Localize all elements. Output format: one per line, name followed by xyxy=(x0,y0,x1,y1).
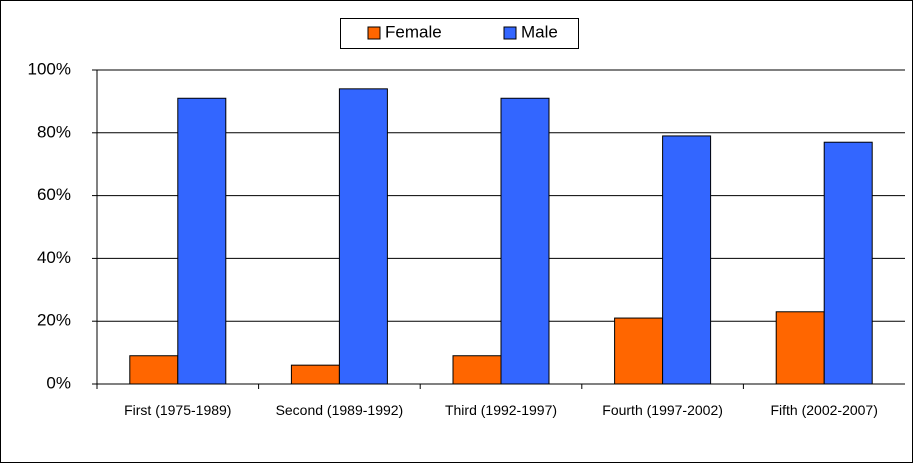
bar xyxy=(129,355,179,385)
bar xyxy=(290,364,340,385)
bar xyxy=(452,355,502,385)
legend-swatch xyxy=(503,26,517,40)
bar xyxy=(177,97,227,385)
y-tick-label: 80% xyxy=(37,122,71,141)
bar xyxy=(662,135,712,385)
y-tick-label: 40% xyxy=(37,248,71,267)
y-tick-label: 0% xyxy=(46,373,71,392)
x-tick-label: First (1975-1989) xyxy=(124,402,232,418)
bar xyxy=(338,88,388,385)
x-tick-label: Second (1989-1992) xyxy=(275,402,404,418)
y-tick-label: 100% xyxy=(28,59,71,78)
legend-swatch xyxy=(367,26,381,40)
bar xyxy=(500,97,550,385)
legend-label: Male xyxy=(521,22,558,41)
y-tick-label: 20% xyxy=(37,311,71,330)
x-tick-label: Fifth (2002-2007) xyxy=(770,402,878,418)
legend-label: Female xyxy=(385,22,442,41)
bar xyxy=(775,311,825,385)
bar xyxy=(614,317,664,385)
x-tick-label: Third (1992-1997) xyxy=(444,402,558,418)
bar xyxy=(823,141,873,385)
x-tick-label: Fourth (1997-2002) xyxy=(602,402,723,418)
y-tick-label: 60% xyxy=(37,185,71,204)
